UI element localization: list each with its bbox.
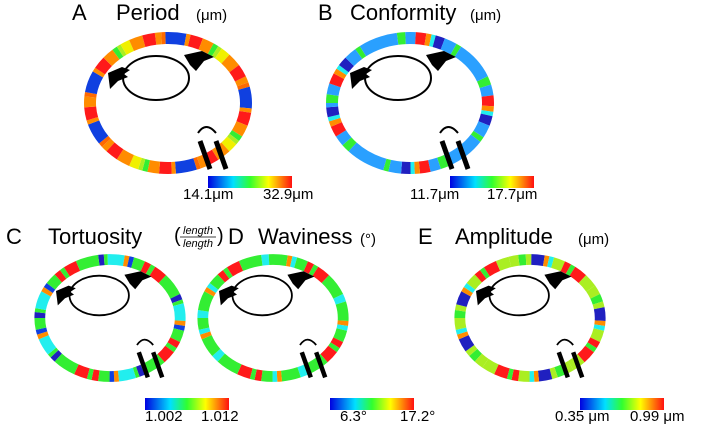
panel-unit: (°) — [360, 231, 376, 248]
ring-diagram — [460, 260, 600, 378]
ring-diagram — [90, 38, 246, 169]
panel-title: Period — [116, 0, 180, 25]
panel: A Period (μm) 14.1μm 32.9μm — [72, 0, 313, 203]
panel-letter: A — [72, 0, 87, 25]
panel-title: Amplitude — [455, 224, 553, 249]
colorbar-min: 14.1μm — [183, 186, 233, 203]
panel: D Waviness (°) 6.3° 17.2° — [203, 224, 435, 425]
ring-diagram — [203, 260, 343, 378]
panel-unit: (μm) — [578, 231, 609, 248]
unit-denominator: length — [183, 238, 213, 250]
panel-unit: (μm) — [470, 7, 501, 24]
colorbar-min: 0.35 μm — [555, 408, 610, 425]
ring-diagram — [332, 38, 488, 169]
panel-unit: (μm) — [196, 7, 227, 24]
colorbar-min: 11.7μm — [410, 186, 459, 203]
colorbar-min: 6.3° — [340, 408, 367, 425]
paren: ( — [174, 225, 181, 247]
colorbar-max: 17.7μm — [487, 186, 537, 203]
colorbar-max: 17.2° — [400, 408, 435, 425]
colorbar — [580, 398, 664, 410]
colorbar-max: 1.012 — [201, 408, 239, 425]
panel-letter: E — [418, 224, 433, 249]
colorbar-min: 1.002 — [145, 408, 183, 425]
panel: E Amplitude (μm) 0.35 μm 0.99 μm — [418, 224, 685, 425]
colorbar — [145, 398, 229, 410]
panel-letter: C — [6, 224, 22, 249]
colorbar — [450, 176, 534, 188]
colorbar-max: 0.99 μm — [630, 408, 685, 425]
panel-title: Waviness — [258, 224, 353, 249]
colorbar-max: 32.9μm — [263, 186, 313, 203]
panel-letter: B — [318, 0, 333, 25]
panel-letter: D — [228, 224, 244, 249]
panel: B Conformity (μm) 11.7μm 17.7μm — [318, 0, 537, 203]
panels: A Period (μm) 14.1μm 32.9μm B Conformity (μm) 11… — [6, 0, 685, 425]
colorbar — [330, 398, 414, 410]
paren: ) — [217, 225, 224, 247]
unit-numerator: length — [183, 225, 213, 237]
panel-title: Tortuosity — [48, 224, 142, 249]
colorbar — [208, 176, 292, 188]
panel-title: Conformity — [350, 0, 456, 25]
ring-diagram — [40, 260, 180, 378]
